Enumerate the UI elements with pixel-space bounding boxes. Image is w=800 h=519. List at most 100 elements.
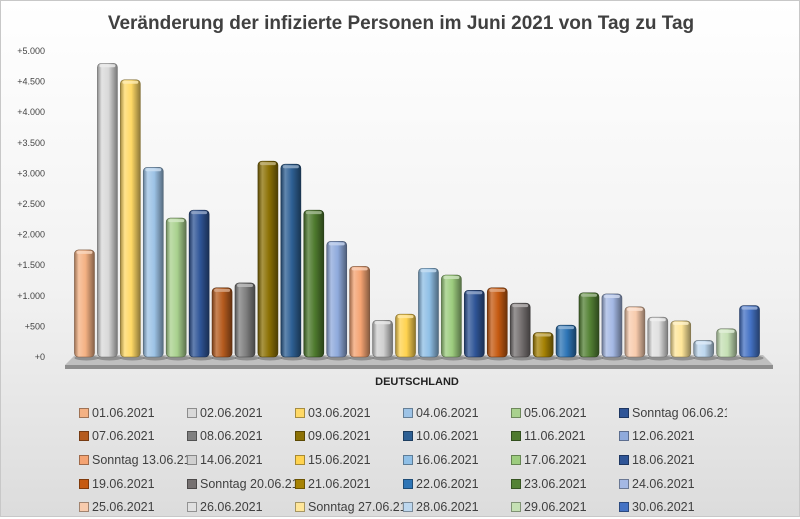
chart-plot: Veränderung der infizierte Personen im J…: [17, 13, 773, 388]
legend-item: 14.06.2021: [187, 448, 295, 472]
legend-label: Sonntag 20.06.21: [200, 476, 295, 491]
legend-swatch: [619, 478, 629, 489]
legend-label: 12.06.2021: [632, 429, 695, 444]
bar-cap: [718, 329, 735, 333]
bar-cap: [168, 219, 185, 223]
legend-label: 11.06.2021: [524, 429, 586, 444]
y-tick-label: +4.500: [17, 77, 45, 87]
legend-swatch: [295, 502, 305, 513]
legend-item: 04.06.2021: [403, 401, 511, 425]
legend-item: 26.06.2021: [187, 495, 295, 519]
chart-title: Veränderung der infizierte Personen im J…: [108, 13, 694, 34]
legend-label: 10.06.2021: [416, 429, 479, 444]
legend-swatch: [511, 478, 521, 489]
legend-item: 28.06.2021: [403, 495, 511, 519]
legend-item: 01.06.2021: [79, 401, 187, 425]
legend-swatch: [403, 407, 413, 418]
bar: [120, 79, 141, 358]
bar-cap: [466, 291, 483, 295]
bar-cap: [695, 341, 712, 345]
legend-label: 16.06.2021: [416, 452, 479, 467]
legend-label: 15.06.2021: [308, 452, 371, 467]
bar: [670, 320, 692, 358]
legend-item: 24.06.2021: [619, 472, 727, 496]
bar-cap: [558, 326, 575, 330]
bar: [372, 319, 393, 358]
bar: [303, 209, 325, 358]
bar-cap: [76, 250, 93, 254]
legend-label: 14.06.2021: [200, 452, 263, 467]
legend-label: 07.06.2021: [92, 429, 155, 444]
legend-swatch: [403, 478, 413, 489]
legend-swatch: [619, 431, 629, 442]
legend-item: 25.06.2021: [79, 495, 187, 519]
y-tick-label: +2.000: [17, 230, 45, 240]
legend-swatch: [403, 431, 413, 442]
legend-label: 18.06.2021: [632, 452, 695, 467]
legend-label: 26.06.2021: [200, 500, 263, 515]
legend-item: 30.06.2021: [619, 495, 727, 519]
bar: [326, 241, 348, 358]
bar-cap: [397, 315, 414, 319]
bar: [601, 293, 623, 358]
bar: [234, 282, 256, 358]
legend-label: 23.06.2021: [524, 476, 587, 491]
legend-label: 02.06.2021: [200, 405, 263, 420]
bar-cap: [741, 306, 758, 310]
legend-swatch: [295, 407, 305, 418]
y-tick-label: +0: [35, 352, 45, 362]
legend-item: 21.06.2021: [295, 472, 403, 496]
legend-item: 19.06.2021: [79, 472, 187, 496]
bar: [188, 209, 210, 358]
legend-swatch: [187, 454, 197, 465]
bar-cap: [581, 293, 597, 297]
legend-label: 22.06.2021: [416, 476, 479, 491]
bar-cap: [603, 294, 620, 298]
floor-edge: [65, 365, 773, 369]
legend-item: 07.06.2021: [79, 425, 187, 449]
legend-item: 12.06.2021: [619, 425, 727, 449]
legend-label: 21.06.2021: [308, 476, 371, 491]
legend-swatch: [403, 454, 413, 465]
y-axis: +0 +500 +1.000 +1.500 +2.000 +2.500 +3.000 +3.5…: [17, 46, 45, 362]
legend-item: 23.06.2021: [511, 472, 619, 496]
bar-cap: [122, 80, 139, 84]
legend-item: 03.06.2021: [295, 401, 403, 425]
y-tick-label: +4.000: [17, 107, 45, 117]
floor-top: [65, 355, 773, 365]
bar: [441, 274, 462, 358]
y-tick-label: +1.000: [17, 291, 45, 301]
bar: [74, 249, 95, 358]
y-tick-label: +2.500: [17, 199, 45, 209]
legend-item: 09.06.2021: [295, 425, 403, 449]
legend-label: Sonntag 27.06.21: [308, 500, 403, 515]
legend-swatch: [295, 478, 305, 489]
legend-item: 29.06.2021: [511, 495, 619, 519]
legend-item: Sonntag 13.06.21: [79, 448, 187, 472]
bar: [142, 166, 164, 358]
legend-item: 11.06.2021: [511, 425, 619, 449]
legend-swatch: [187, 502, 197, 513]
legend-item: Sonntag 27.06.21: [295, 495, 403, 519]
bar: [257, 160, 279, 358]
legend-swatch: [79, 478, 89, 489]
legend-label: 24.06.2021: [632, 476, 695, 491]
x-axis-label: DEUTSCHLAND: [375, 376, 459, 388]
bar-cap: [443, 275, 460, 279]
legend-label: 01.06.2021: [92, 405, 155, 420]
legend-label: 25.06.2021: [92, 500, 155, 515]
legend-item: 05.06.2021: [511, 401, 619, 425]
y-tick-label: +1.500: [17, 260, 45, 270]
bar-group: [74, 62, 764, 361]
bar: [693, 340, 714, 358]
legend-label: 08.06.2021: [200, 429, 263, 444]
bar: [739, 305, 760, 358]
bar: [532, 332, 554, 358]
bar-cap: [305, 211, 322, 215]
bar: [509, 302, 531, 358]
y-tick-label: +3.000: [17, 168, 45, 178]
legend-swatch: [619, 454, 629, 465]
legend-label: Sonntag 13.06.21: [92, 452, 187, 467]
bar: [395, 313, 416, 358]
legend-label: 17.06.2021: [524, 452, 587, 467]
